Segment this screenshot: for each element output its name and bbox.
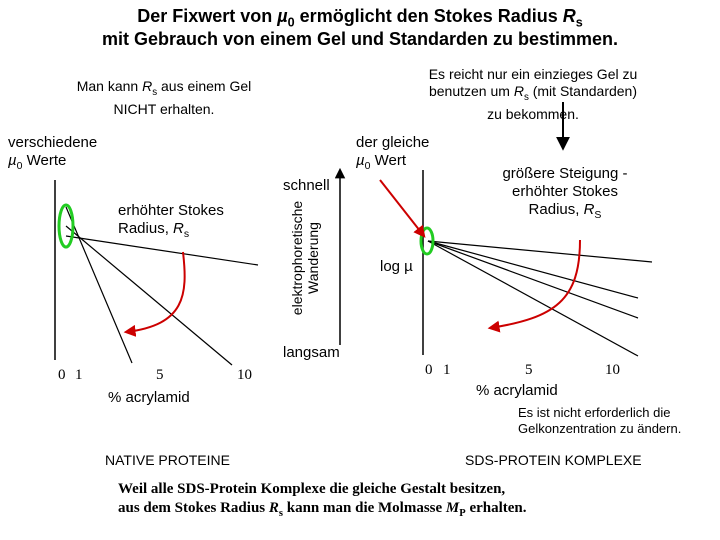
right-red-pointer-arrow [379, 179, 426, 238]
left-tick-5: 5 [156, 367, 164, 383]
right-tick-5: 5 [525, 362, 533, 378]
page-title-line1: Der Fixwert von µ0 ermöglicht den Stokes… [137, 6, 583, 30]
left-green-ellipse [57, 203, 75, 249]
left-note: Man kann Rs aus einem Gel NICHT erhalten… [76, 78, 252, 117]
left-red-arrow [123, 251, 186, 337]
left-label-mu-values: verschiedene µ0 Werte [8, 134, 98, 172]
left-line-3 [65, 206, 133, 364]
right-caption: SDS-PROTEIN KOMPLEXE [465, 452, 642, 468]
right-label-mu-value: der gleiche µ0 Wert [356, 134, 430, 172]
left-tick-0: 0 [58, 367, 66, 383]
left-annotation-radius: erhöhter Stokes Radius, Rs [118, 202, 224, 240]
left-caption: NATIVE PROTEINE [105, 452, 230, 468]
right-line-4 [427, 240, 639, 357]
conclusion-text: Weil alle SDS-Protein Komplexe die gleic… [118, 481, 527, 519]
fast-label: schnell [283, 177, 330, 194]
right-x-axis-label: % acrylamid [476, 382, 558, 399]
right-note: Es reicht nur ein einzieges Gel zu benut… [428, 66, 638, 122]
right-footnote: Es ist nicht erforderlich die Gelkonzent… [518, 405, 682, 436]
right-line-3 [427, 240, 639, 319]
left-tick-10: 10 [237, 367, 252, 383]
right-red-arrow [487, 239, 581, 333]
right-tick-0: 0 [425, 362, 433, 378]
page-title-line2: mit Gebrauch von einem Gel und Standarde… [101, 29, 619, 49]
right-tick-1: 1 [443, 362, 451, 378]
slow-label: langsam [283, 344, 340, 361]
right-tick-10: 10 [605, 362, 620, 378]
right-y-axis-label: log µ [380, 258, 413, 275]
left-line-1 [65, 235, 259, 266]
right-green-ellipse [419, 226, 435, 256]
left-line-2 [65, 225, 233, 366]
right-line-2 [427, 240, 639, 299]
right-annotation-slope: größere Steigung - erhöhter Stokes Radiu… [502, 165, 628, 221]
left-tick-1: 1 [75, 367, 83, 383]
right-line-1 [427, 240, 653, 263]
left-x-axis-label: % acrylamid [108, 389, 190, 406]
